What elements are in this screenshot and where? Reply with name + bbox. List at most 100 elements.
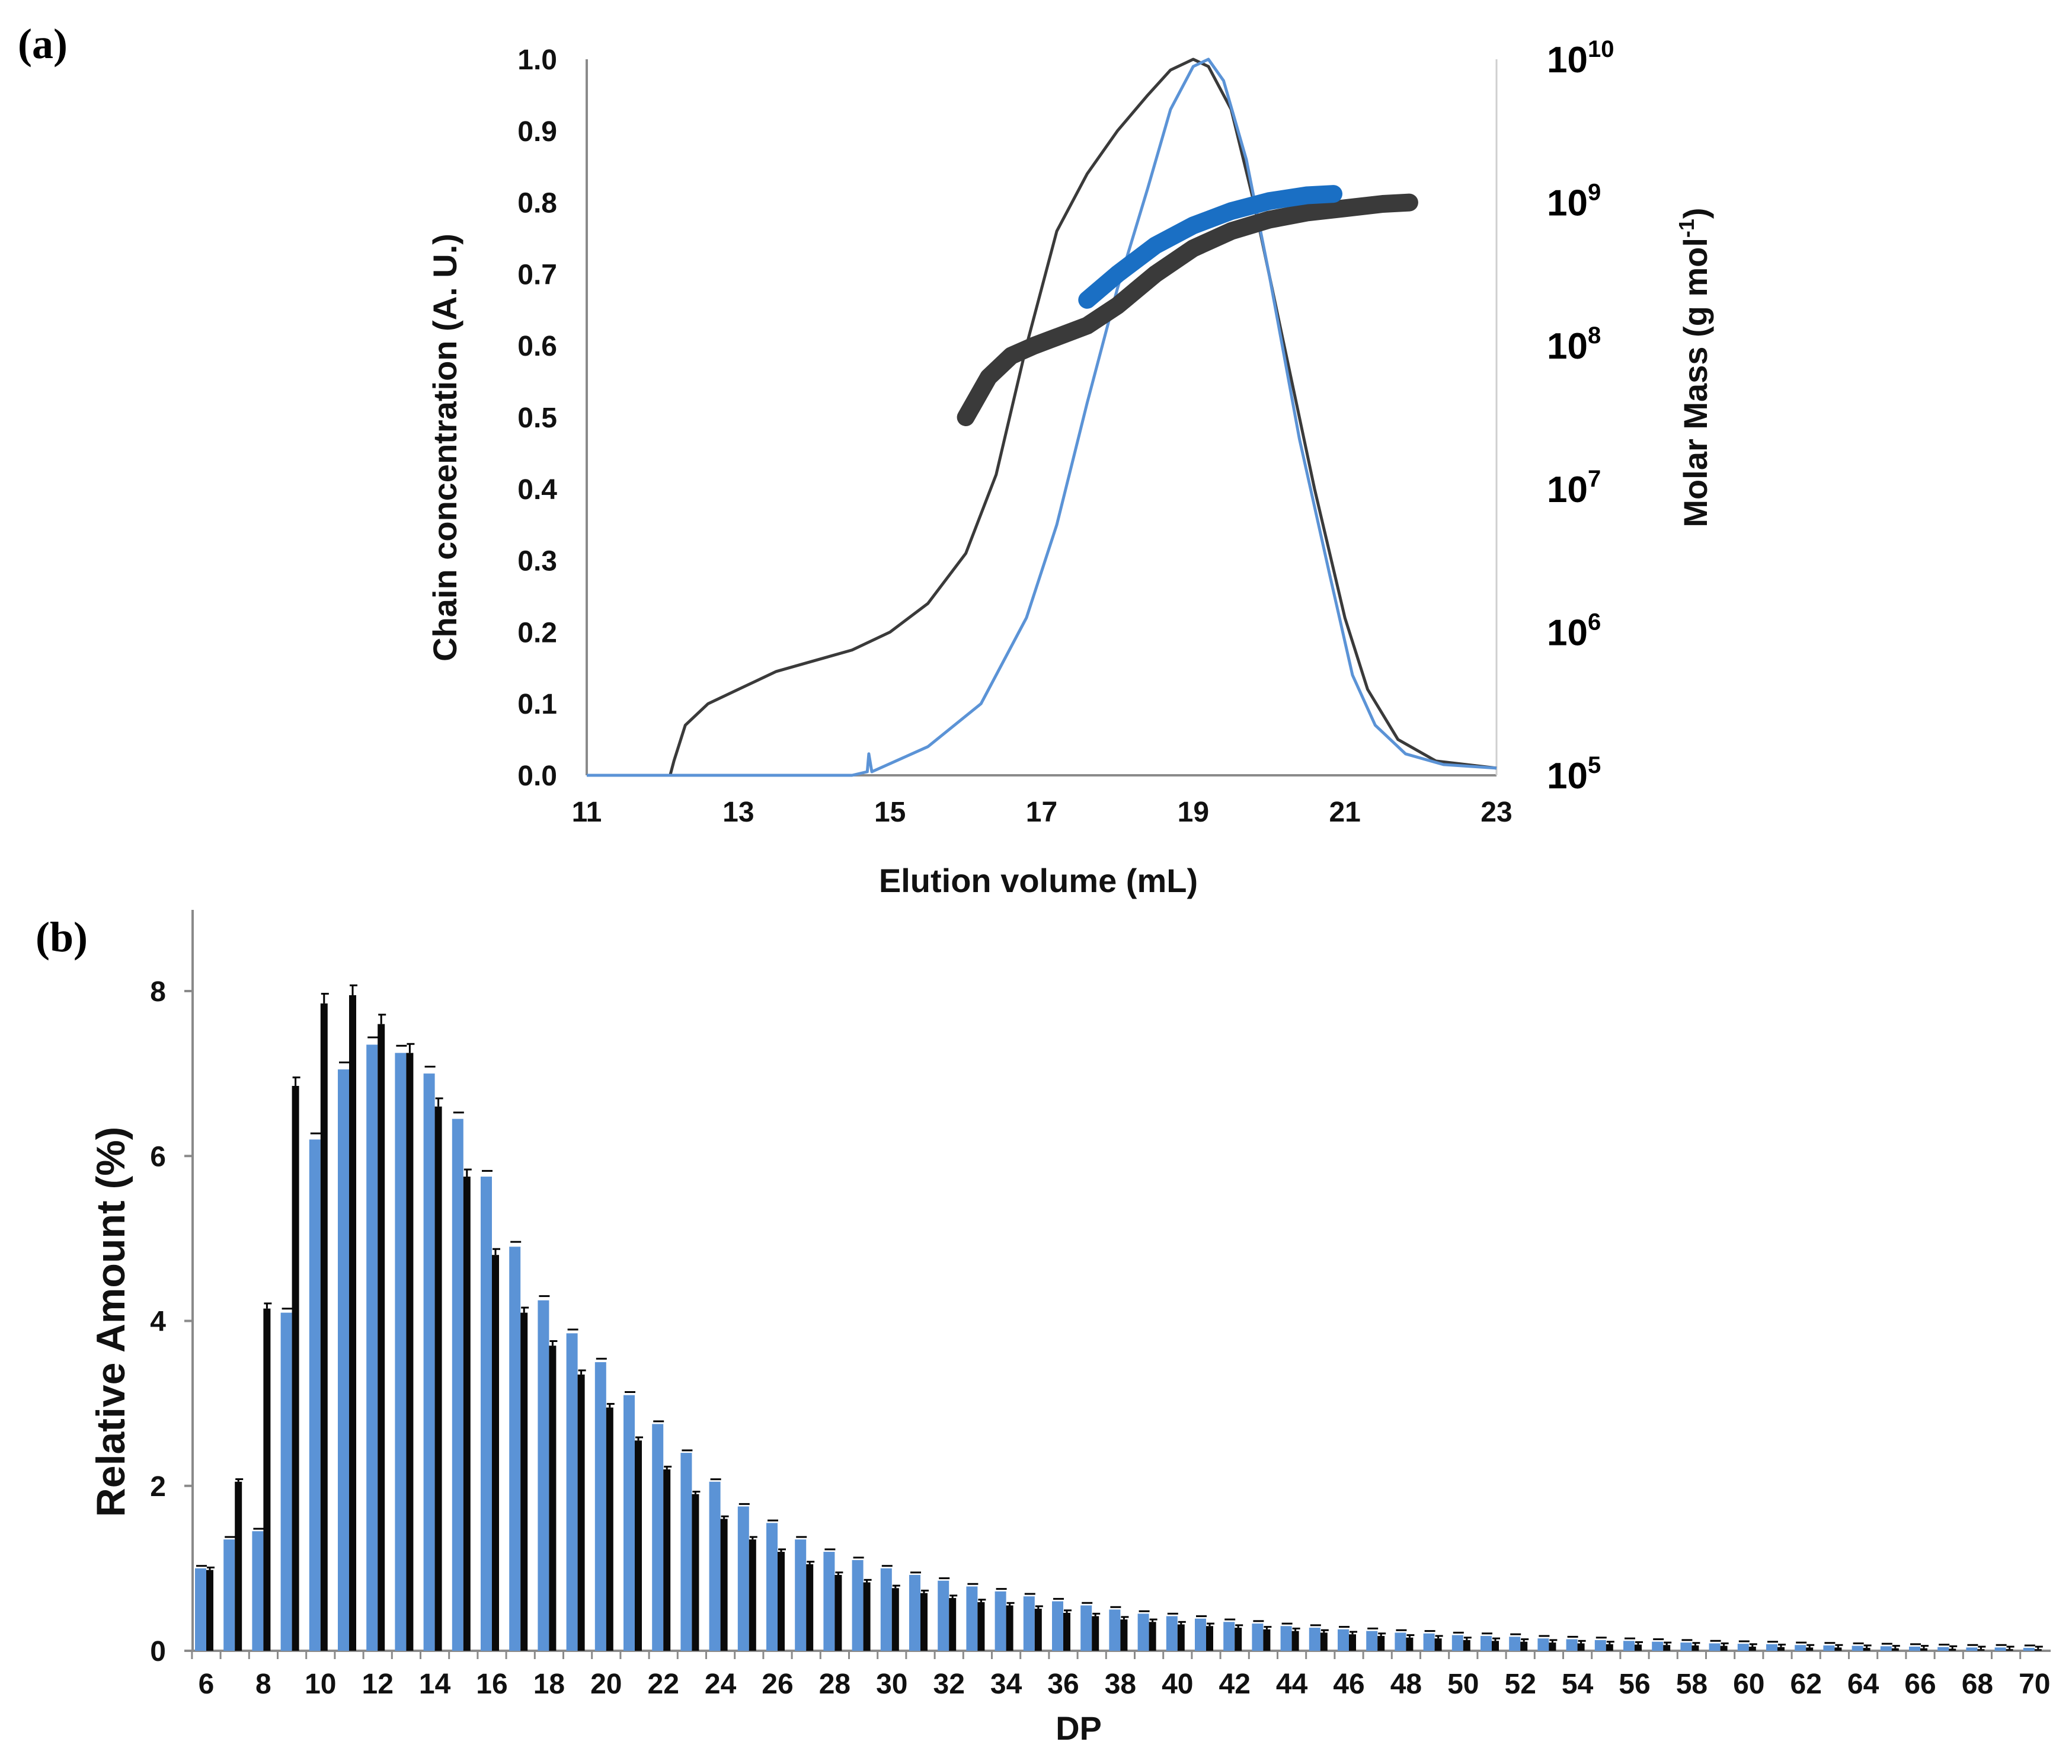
x-tick-label-b: 54	[1562, 1669, 1594, 1700]
bar-black	[1291, 1631, 1299, 1651]
bar-blue	[995, 1591, 1006, 1651]
bar-blue	[1223, 1622, 1235, 1651]
bar-black	[206, 1570, 213, 1651]
bar-blue	[1566, 1639, 1578, 1651]
bar-blue	[1994, 1647, 2006, 1651]
bar-blue	[1623, 1641, 1635, 1651]
y-ticks-a: 0.0 0.1 0.2 0.3 0.4 0.5 0.6 0.7 0.8 0.9 1.0	[517, 44, 557, 792]
bar-black	[2034, 1649, 2042, 1651]
bar-black	[1863, 1648, 1870, 1651]
bar-black	[378, 1024, 385, 1651]
x-tick-label-a: 23	[1481, 797, 1512, 828]
bar-blue	[1823, 1645, 1835, 1651]
bar-blue	[1023, 1596, 1035, 1651]
bar-blue	[280, 1312, 292, 1651]
bar-black	[692, 1494, 699, 1651]
bar-blue	[1509, 1637, 1521, 1651]
x-tick-label-b: 30	[876, 1669, 907, 1700]
bar-black	[749, 1539, 756, 1651]
x-tick-label-b: 22	[648, 1669, 679, 1700]
bar-blue	[1737, 1644, 1749, 1651]
x-tick-label-b: 56	[1619, 1669, 1650, 1700]
bar-black	[635, 1440, 642, 1651]
bar-blue	[195, 1568, 206, 1651]
x-ticks-a: 11 13 15 17 19 21 23	[572, 797, 1513, 828]
bar-blue	[1880, 1646, 1892, 1651]
bar-black	[549, 1346, 557, 1651]
bar-black	[1492, 1641, 1499, 1651]
bar-blue	[1052, 1601, 1063, 1651]
right-tick-exp: 8	[1588, 322, 1601, 349]
bar-black	[1663, 1645, 1671, 1651]
right-tick-base: 10	[1547, 756, 1588, 797]
y-tick-label-a: 0.3	[517, 546, 557, 577]
bar-black	[1092, 1616, 1099, 1651]
bar-blue	[223, 1539, 235, 1651]
bar-black	[1806, 1647, 1814, 1651]
bar-black	[1206, 1626, 1213, 1651]
right-tick-label-a: 1010	[1547, 36, 1614, 81]
bar-black	[1149, 1622, 1156, 1651]
bar-black	[1463, 1640, 1470, 1651]
bar-blue	[594, 1362, 606, 1651]
bar-black	[863, 1582, 871, 1651]
right-tick-exp: 5	[1588, 752, 1601, 778]
right-tick-exp: 7	[1588, 466, 1601, 492]
bar-black	[406, 1053, 414, 1651]
panel-label-a: (a)	[18, 20, 68, 68]
x-tick-label-b: 68	[1962, 1669, 1993, 1700]
bar-black	[434, 1106, 442, 1651]
bar-black	[1549, 1642, 1556, 1651]
x-tick-label-b: 58	[1676, 1669, 1708, 1700]
bar-black	[2006, 1649, 2013, 1651]
y-tick-label-a: 0.4	[517, 474, 557, 506]
bar-blue	[1709, 1643, 1721, 1651]
bar-black	[949, 1597, 957, 1651]
bar-black	[263, 1308, 271, 1651]
bar-black	[1577, 1643, 1585, 1651]
bar-blue	[1937, 1647, 1949, 1651]
bar-black	[606, 1407, 613, 1651]
right-tick-base: 10	[1547, 326, 1588, 367]
bar-blue	[737, 1506, 749, 1651]
x-tick-label-a: 11	[572, 797, 602, 828]
x-tick-label-b: 24	[705, 1669, 737, 1700]
bar-blue	[1366, 1631, 1378, 1651]
bar-black	[1006, 1605, 1013, 1651]
right-tick-exp: 10	[1588, 36, 1614, 62]
x-tick-label-a: 15	[874, 797, 906, 828]
x-tick-label-b: 62	[1790, 1669, 1822, 1700]
y-tick-label-a: 0.2	[517, 617, 557, 648]
x-tick-label-b: 52	[1505, 1669, 1536, 1700]
x-tick-label-b: 70	[2019, 1669, 2050, 1700]
bar-black	[520, 1312, 528, 1651]
x-tick-label-b: 32	[933, 1669, 965, 1700]
bar-blue	[623, 1395, 635, 1651]
bar-black	[1635, 1644, 1642, 1651]
right-tick-label-a: 108	[1547, 322, 1601, 367]
right-tick-exp: 9	[1588, 180, 1601, 206]
bar-black	[463, 1177, 471, 1651]
y-tick-label-b: 2	[150, 1471, 166, 1503]
right-tick-label-a: 105	[1547, 752, 1601, 797]
x-tick-label-b: 66	[1904, 1669, 1936, 1700]
chart-a: (a) 0.0 0.1 0.2 0.3 0.4 0.5 0.6 0.7 0.8 0.9 1.0 11…	[18, 20, 1714, 899]
x-tick-label-b: 8	[255, 1669, 271, 1700]
x-tick-label-a: 21	[1329, 797, 1360, 828]
bar-black	[1692, 1645, 1699, 1651]
right-tick-label-a: 107	[1547, 466, 1601, 510]
bar-blue	[566, 1333, 578, 1651]
x-tick-label-a: 13	[722, 797, 754, 828]
bar-blue	[538, 1300, 549, 1651]
y-tick-label-b: 8	[150, 976, 166, 1008]
bar-blue	[1080, 1605, 1092, 1651]
y-tick-label-b: 6	[150, 1141, 166, 1172]
right-tick-label-a: 109	[1547, 180, 1601, 224]
bar-blue	[966, 1586, 978, 1651]
bar-black	[1520, 1641, 1528, 1651]
bar-black	[1949, 1648, 1956, 1651]
y-axis-title-b: Relative Amount (%)	[88, 1127, 133, 1517]
y-tick-label-a: 0.1	[517, 689, 557, 720]
